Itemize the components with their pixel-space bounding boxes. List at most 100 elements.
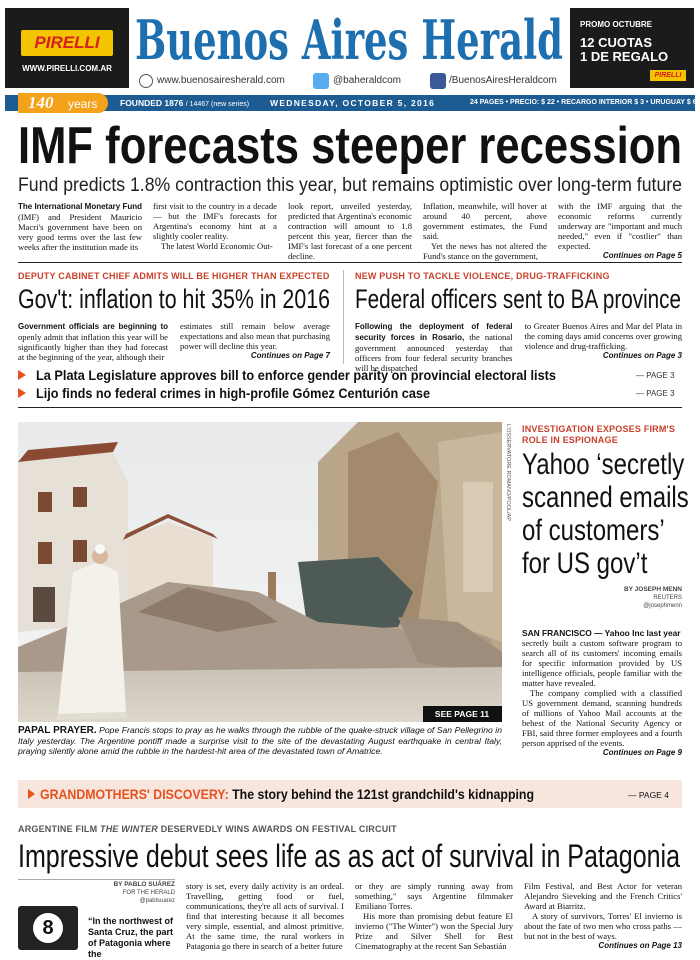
ad-line: 1 DE REGALO [580, 49, 669, 64]
headline-line: of customers’ [522, 514, 687, 547]
kicker: ARGENTINE FILM THE WINTER DESERVEDLY WIN… [18, 824, 397, 834]
headline-line: scanned emails [522, 481, 689, 514]
banner-wrap: GRANDMOTHERS' DISCOVERY: The story behin… [40, 786, 601, 802]
brief[interactable]: La Plata Legislature approves bill to en… [36, 367, 556, 383]
kicker-part: DESERVEDLY WINS AWARDS ON FESTIVAL CIRCU… [160, 824, 397, 834]
photo: SEE PAGE 11 [18, 422, 502, 722]
headline-line: Yahoo ‘secretly [522, 448, 687, 481]
story-headline[interactable]: Federal officers sent to BA province [355, 284, 681, 314]
anniversary-unit: years [68, 97, 98, 111]
founded: FOUNDED 1876 / 14467 (new series) [120, 97, 249, 111]
jump[interactable]: Continues on Page 5 [602, 251, 682, 260]
lead-in: Government officials are beginning to [18, 322, 168, 331]
pope-figure [56, 544, 128, 720]
ad-left[interactable]: PIRELLI WWW.PIRELLI.COM.AR [5, 8, 129, 88]
column: first visit to the country in a decade —… [153, 201, 277, 251]
kicker: DEPUTY CABINET CHIEF ADMITS WILL BE HIGH… [18, 271, 330, 281]
byline-outlet: FOR THE HERALD [122, 890, 175, 896]
ad-right[interactable]: PROMO OCTUBRE 12 CUOTAS 1 DE REGALO PIRE… [570, 8, 694, 88]
paragraph: Film Festival, and Best Actor for vetera… [524, 881, 682, 911]
photo-caption: PAPAL PRAYER. Pope Francis stops to pray… [18, 725, 502, 757]
lead-headline-wrap: IMF forecasts steeper recession [18, 118, 700, 174]
brief-arrow [18, 388, 26, 398]
byline-handle: @josephmenn [643, 603, 682, 609]
column: Film Festival, and Best Actor for vetera… [524, 881, 682, 951]
paragraph: secretly built a custom software program… [522, 638, 682, 688]
column: with the IMF arguing that the economic r… [558, 201, 682, 261]
byline-name: BY PABLO SUÁREZ [113, 881, 175, 888]
headline-wrap: Impressive debut sees life as as act of … [18, 838, 700, 874]
lead-deck-wrap: Fund predicts 1.8% contraction this year… [18, 175, 700, 197]
headline-wrap: Federal officers sent to BA province [355, 284, 700, 314]
headline-line: for US gov’t [522, 547, 687, 580]
column: look report, unveiled yesterday, predict… [288, 201, 412, 261]
brief-wrap: La Plata Legislature approves bill to en… [36, 367, 607, 383]
byline: BY PABLO SUÁREZ FOR THE HERALD @pablsuar… [18, 881, 175, 905]
paragraph: look report, unveiled yesterday, predict… [288, 201, 412, 261]
jump[interactable]: Continues on Page 3 [602, 351, 682, 360]
paragraph-text: the national government announced yester… [355, 332, 513, 373]
brief[interactable]: Lijo finds no federal crimes in high-pro… [36, 385, 430, 401]
web-link[interactable]: www.buenosairesherald.com [157, 75, 285, 86]
paragraph: The International Monetary Fund (IMF) an… [18, 201, 142, 252]
paragraph-text: story is set, every daily activity is an… [186, 881, 344, 951]
paragraph-text: (IMF) and President Mauricio Macri's gov… [18, 212, 142, 252]
photo-tag[interactable]: SEE PAGE 11 [435, 709, 489, 719]
yahoo-body: SAN FRANCISCO — Yahoo Inc last year secr… [522, 628, 682, 758]
paragraph: The latest World Economic Out- [153, 241, 277, 251]
kicker: NEW PUSH TO TACKLE VIOLENCE, DRUG-TRAFFI… [355, 271, 610, 281]
brief-arrow [18, 370, 26, 380]
column: Government officials are beginning to op… [18, 321, 168, 362]
kicker-title: THE WINTER [100, 824, 158, 834]
jump[interactable]: Continues on Page 9 [602, 748, 682, 757]
banner-text[interactable]: The story behind the 121st grandchild's … [232, 786, 534, 802]
date: WEDNESDAY, OCTOBER 5, 2016 [270, 98, 436, 108]
founded-year: FOUNDED 1876 [120, 98, 184, 108]
column: Following the deployment of federal secu… [355, 321, 513, 373]
story-body: Following the deployment of federal secu… [355, 321, 683, 373]
headline-text: of customers’ [522, 514, 665, 547]
column: estimates still remain below average exp… [180, 321, 330, 361]
caption-text: Pope Francis stops to pray as he walks t… [18, 725, 502, 757]
issue: / 14467 (new series) [185, 101, 250, 108]
caption-label: PAPAL PRAYER. [18, 725, 97, 736]
paragraph: first visit to the country in a decade —… [153, 201, 277, 241]
dateline-bar [5, 95, 695, 111]
ad-line: 12 CUOTAS [580, 35, 652, 50]
facebook-link[interactable]: /BuenosAiresHeraldcom [449, 75, 557, 86]
kicker: INVESTIGATION EXPOSES FIRM'S ROLE IN ESP… [522, 424, 676, 445]
banner-page: — PAGE 4 [628, 790, 669, 800]
paragraph: to Greater Buenos Aires and Mar del Plat… [525, 321, 683, 351]
column: or they are simply running away from som… [355, 881, 513, 951]
headline-text: Yahoo ‘secretly [522, 448, 685, 481]
facebook-icon [430, 73, 446, 89]
paragraph-text: openly admit that inflation this year wi… [18, 332, 168, 362]
lead-headline[interactable]: IMF forecasts steeper recession [18, 117, 682, 175]
photo-credit: L'OSSERVATORE ROMANO/POOL/AP [505, 424, 511, 521]
column: to Greater Buenos Aires and Mar del Plat… [525, 321, 683, 361]
pirelli-logo: PIRELLI [34, 33, 100, 52]
paragraph: Yet the news has not altered the Fund's … [423, 241, 547, 261]
byline-name: BY JOSEPH MENN [623, 586, 682, 593]
paragraph: His more than promising debut feature El… [355, 911, 513, 951]
review-lead: “In the northwest of Santa Cruz, the par… [88, 916, 174, 959]
yahoo-headline[interactable]: Yahoo ‘secretly scanned emails of customer… [522, 448, 689, 580]
paragraph-text: Yet the news has not altered the Fund's … [423, 241, 547, 261]
pricing: 24 PAGES • PRECIO: $ 22 • RECARGO INTERI… [470, 99, 700, 106]
jump[interactable]: Continues on Page 13 [598, 941, 682, 950]
lead-in: Following the deployment of federal secu… [355, 322, 513, 342]
headline-wrap: Gov't: inflation to hit 35% in 2016 [18, 284, 412, 314]
paragraph-text: His more than promising debut feature El… [355, 911, 513, 951]
lead-in: The International Monetary Fund [18, 202, 143, 211]
review-headline[interactable]: Impressive debut sees life as as act of … [18, 838, 680, 874]
paragraph: or they are simply running away from som… [355, 881, 513, 911]
twitter-link[interactable]: @baheraldcom [333, 75, 401, 86]
jump[interactable]: Continues on Page 7 [250, 351, 330, 360]
byline: BY JOSEPH MENN REUTERS @josephmenn [522, 586, 682, 610]
lead-body: The International Monetary Fund (IMF) an… [18, 201, 682, 261]
twitter-icon [313, 73, 329, 89]
brief-page: — PAGE 3 [636, 389, 675, 398]
story-headline[interactable]: Gov't: inflation to hit 35% in 2016 [18, 284, 330, 314]
story-body: Government officials are beginning to op… [18, 321, 330, 365]
